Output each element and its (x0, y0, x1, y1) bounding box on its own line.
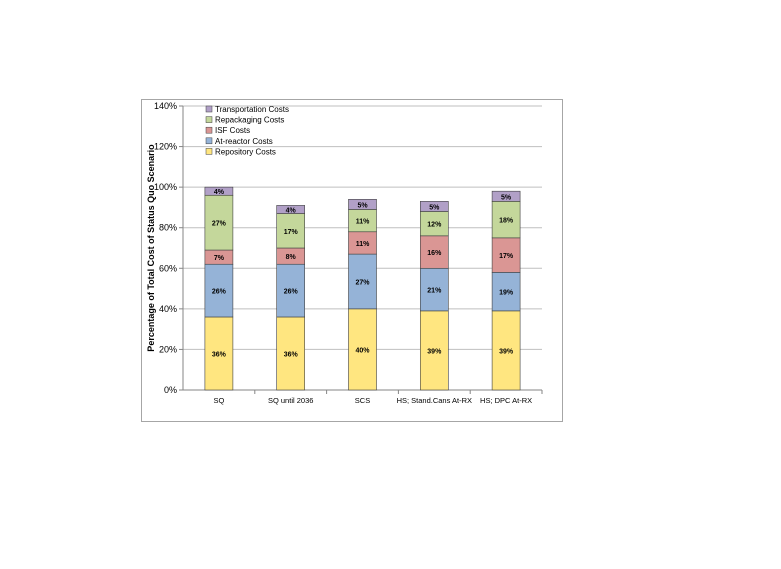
legend-label: ISF Costs (215, 126, 250, 135)
legend-label: Repository Costs (215, 147, 276, 156)
bar-segment-repackaging-costs (204, 194, 234, 251)
data-label: 19% (499, 290, 514, 297)
data-label: 17% (284, 229, 299, 236)
data-label: 16% (427, 250, 442, 257)
bar-segment-repackaging-costs (419, 211, 449, 237)
bar-segment-at-reactor-costs (204, 263, 234, 318)
y-tick-label: 20% (159, 344, 177, 354)
bar-segment-transportation-costs (204, 186, 234, 196)
bar-segment-at-reactor-costs (491, 272, 521, 312)
data-label: 5% (429, 204, 440, 211)
bar-segment-repackaging-costs (491, 201, 521, 239)
data-label: 40% (355, 347, 370, 354)
data-label: 39% (499, 348, 514, 355)
legend-swatch (205, 105, 213, 113)
legend-label: Transportation Costs (215, 105, 289, 114)
bar-segment-repackaging-costs (276, 213, 305, 249)
data-label: 36% (212, 351, 227, 358)
bar-segment-transportation-costs (419, 201, 449, 212)
data-label: 4% (286, 207, 297, 214)
legend-swatch (205, 116, 213, 123)
y-tick-label: 40% (159, 304, 177, 314)
data-label: 11% (356, 241, 370, 248)
y-tick-label: 80% (159, 223, 177, 233)
x-tick-label: SQ (213, 396, 224, 405)
data-label: 11% (356, 219, 370, 226)
bar-segment-repository-costs (276, 316, 305, 391)
data-label: 5% (357, 202, 368, 209)
stacked-bar-chart: 0% 20% 40% 60% 80% 100% 120% 140% Percentage of … (146, 101, 543, 405)
data-label: 5% (501, 194, 512, 201)
legend-swatch (205, 126, 213, 134)
legend-label: At-reactor Costs (215, 137, 273, 146)
data-label: 7% (214, 255, 225, 262)
data-label: 4% (214, 189, 225, 196)
legend-label: Repackaging Costs (215, 116, 284, 125)
bar-segment-at-reactor-costs (276, 263, 305, 318)
data-label: 17% (499, 253, 514, 260)
data-label: 26% (212, 289, 227, 296)
data-label: 12% (427, 222, 442, 229)
data-label: 8% (286, 254, 297, 261)
bar-segment-repository-costs (419, 310, 449, 391)
y-axis-label: Percentage of Total Cost of Status Quo S… (146, 144, 156, 352)
bar-segment-repository-costs (491, 310, 521, 391)
x-tick-label: SCS (355, 396, 370, 405)
data-label: 21% (427, 288, 442, 295)
bar-segment-transportation-costs (276, 205, 305, 214)
y-tick-label: 0% (164, 385, 177, 395)
data-label: 27% (212, 221, 227, 228)
y-tick-label: 100% (154, 182, 177, 192)
data-label: 36% (284, 351, 299, 358)
legend-swatch (205, 148, 213, 155)
bar-segment-transportation-costs (491, 190, 521, 202)
chart-frame: 0% 20% 40% 60% 80% 100% 120% 140% Percentage of … (141, 99, 563, 422)
legend-swatch (205, 137, 213, 145)
x-tick-label: SQ until 2036 (268, 396, 313, 405)
bar-segment-isf-costs (491, 237, 521, 273)
x-tick-label: HS; Stand.Cans At-RX (397, 396, 472, 405)
bar-segment-transportation-costs (348, 199, 377, 210)
data-label: 39% (427, 348, 442, 355)
bar-segment-at-reactor-costs (348, 253, 377, 310)
data-label: 26% (284, 289, 299, 296)
data-label: 27% (355, 279, 370, 286)
y-tick-label: 140% (154, 101, 177, 111)
bar-segment-repository-costs (348, 308, 377, 391)
bar-segment-repository-costs (204, 316, 234, 391)
y-tick-label: 120% (154, 142, 177, 152)
data-label: 18% (499, 218, 514, 225)
y-tick-label: 60% (159, 263, 177, 273)
x-tick-label: HS; DPC At-RX (480, 396, 532, 405)
bar-segment-at-reactor-costs (419, 267, 449, 312)
